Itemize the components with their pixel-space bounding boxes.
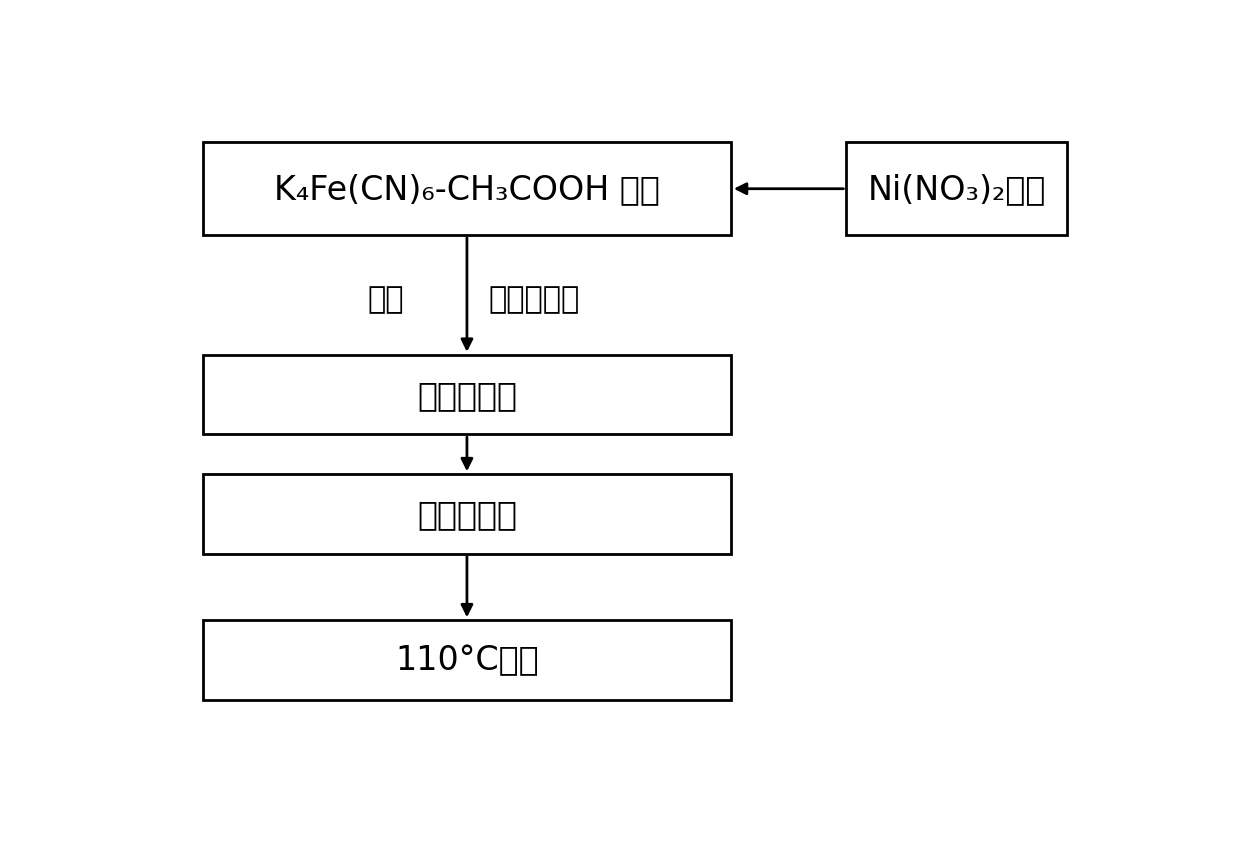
FancyBboxPatch shape [203,143,731,236]
Text: 110°C烘干: 110°C烘干 [395,644,539,677]
Text: 搨拌: 搨拌 [367,284,404,313]
Text: 过滤、洗涤: 过滤、洗涤 [418,498,517,531]
FancyBboxPatch shape [203,621,731,700]
FancyBboxPatch shape [846,143,1067,236]
FancyBboxPatch shape [203,474,731,554]
Text: K₄Fe(CN)₆-CH₃COOH 溶液: K₄Fe(CN)₆-CH₃COOH 溶液 [274,173,660,206]
Text: 静置、凝聚: 静置、凝聚 [418,379,517,412]
FancyBboxPatch shape [203,356,731,435]
Text: Ni(NO₃)₂溶液: Ni(NO₃)₂溶液 [867,173,1046,206]
Text: 冰水浴反应: 冰水浴反应 [488,284,580,313]
